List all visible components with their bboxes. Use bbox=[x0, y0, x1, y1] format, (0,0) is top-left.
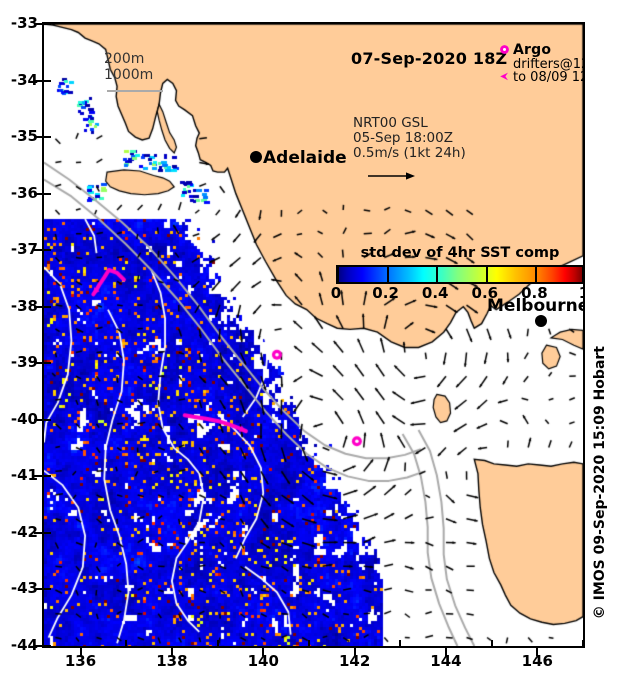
city-label-adelaide: Adelaide bbox=[263, 148, 347, 168]
argo-legend-row-2: drifters@12h bbox=[499, 57, 583, 72]
x-axis-minor-tick-mark bbox=[490, 640, 493, 647]
y-axis-tick-mark bbox=[34, 362, 42, 365]
y-axis-tick-mark bbox=[34, 531, 42, 534]
y-axis-tick-mark bbox=[34, 418, 42, 421]
y-axis-tick-mark bbox=[34, 588, 42, 591]
y-axis-tick-mark-inner bbox=[44, 475, 51, 478]
x-axis-minor-tick-mark bbox=[582, 640, 584, 647]
colorbar: std dev of 4hr SST comp 0 0.2 0.4 0.6 0.8 1 bbox=[331, 245, 583, 306]
argo-legend: Argo drifters@12h to 08/09 12Z bbox=[499, 42, 583, 85]
y-axis-tick-mark-inner bbox=[44, 418, 51, 421]
model-info-block: NRT00 GSL 05-Sep 18:00Z 0.5m/s (1kt 24h) bbox=[353, 115, 466, 162]
colorbar-tick-mark bbox=[337, 264, 339, 284]
scalebar-label-200m: 200m bbox=[104, 51, 145, 67]
y-axis-tick-label: -33 bbox=[10, 14, 38, 32]
colorbar-tick-label: 0.6 bbox=[471, 283, 499, 302]
y-axis-tick-mark-inner bbox=[44, 362, 51, 365]
y-axis-tick-label: -41 bbox=[10, 466, 38, 485]
colorbar-gradient bbox=[336, 264, 583, 284]
y-axis-tick-mark-inner bbox=[44, 588, 51, 591]
y-axis-tick-label: -43 bbox=[10, 579, 38, 598]
x-axis-tick-mark bbox=[170, 648, 173, 656]
argo-legend-line3: to 08/09 12Z bbox=[513, 70, 583, 85]
y-axis-tick-mark bbox=[34, 136, 42, 139]
x-axis-tick-label: 144 bbox=[430, 652, 462, 670]
y-axis-tick-label: -36 bbox=[10, 183, 38, 202]
x-axis-tick-mark bbox=[262, 648, 265, 656]
x-axis-tick-label: 136 bbox=[64, 652, 97, 670]
city-dot-adelaide bbox=[250, 151, 262, 163]
x-axis-minor-tick-mark bbox=[399, 640, 402, 647]
colorbar-tick-mark bbox=[485, 264, 488, 284]
x-axis-tick-label: 146 bbox=[521, 652, 553, 670]
y-axis-tick-mark-inner bbox=[44, 136, 51, 139]
y-axis-tick-label: -40 bbox=[10, 409, 38, 428]
colorbar-title: std dev of 4hr SST comp bbox=[360, 245, 560, 261]
colorbar-tick-label: 0.2 bbox=[372, 283, 399, 302]
x-axis-tick-label: 138 bbox=[156, 652, 188, 670]
argo-legend-line2: drifters@12h bbox=[513, 57, 583, 72]
y-axis-tick-label: -39 bbox=[10, 353, 38, 372]
y-axis-tick-mark bbox=[34, 79, 42, 82]
y-axis-tick-mark-inner bbox=[44, 305, 51, 308]
colorbar-tick-label: 0.4 bbox=[421, 283, 449, 302]
y-axis-tick-label: -42 bbox=[10, 522, 38, 541]
y-axis-tick-label: -34 bbox=[10, 70, 38, 89]
sst-std-dev-heatmap-canvas bbox=[44, 24, 583, 646]
colorbar-tick-mark bbox=[535, 264, 538, 284]
y-axis-tick-mark-inner bbox=[44, 531, 51, 534]
y-axis-tick-mark bbox=[34, 645, 42, 647]
y-axis-tick-mark bbox=[34, 192, 42, 195]
colorbar-tick-label: 1 bbox=[579, 285, 583, 301]
x-axis-minor-tick-mark bbox=[307, 640, 310, 647]
y-axis-tick-mark-inner bbox=[44, 79, 51, 82]
scalebar-label-1000m: 1000m bbox=[104, 66, 154, 83]
bathymetry-scale-legend: 200m 1000m bbox=[104, 51, 154, 83]
x-axis-tick-label: 140 bbox=[247, 652, 279, 670]
y-axis-tick-label: -44 bbox=[10, 636, 38, 654]
colorbar-tick-mark bbox=[386, 264, 389, 284]
colorbar-tick-label: 0.8 bbox=[521, 283, 548, 302]
x-axis-tick-mark bbox=[353, 648, 356, 656]
current-scale-arrow-icon bbox=[368, 172, 415, 180]
model-info-line1: NRT00 GSL bbox=[353, 115, 428, 131]
x-axis-tick-mark bbox=[444, 648, 447, 656]
credit-text: © IMOS 09-Sep-2020 15:09 Hobart bbox=[592, 346, 608, 620]
y-axis-tick-mark bbox=[34, 305, 42, 308]
x-axis-tick-mark bbox=[79, 648, 82, 656]
y-axis-tick-mark bbox=[34, 475, 42, 478]
x-axis-minor-tick-mark bbox=[216, 640, 219, 647]
y-axis-tick-mark-inner bbox=[44, 192, 51, 195]
model-info-line2: 05-Sep 18:00Z bbox=[353, 130, 453, 147]
x-axis-tick-mark bbox=[536, 648, 539, 656]
city-label-melbourne: Melbourne bbox=[487, 296, 585, 316]
y-axis-tick-mark bbox=[34, 23, 42, 25]
y-axis-tick-mark-inner bbox=[44, 249, 51, 252]
x-axis-minor-tick-mark bbox=[125, 640, 128, 647]
y-axis-tick-mark-inner bbox=[44, 23, 51, 25]
map-plot-area[interactable]: 200m 1000m 07-Sep-2020 18Z Argo drifters… bbox=[42, 22, 585, 648]
city-dot-melbourne bbox=[535, 315, 547, 327]
drifter-track-icon bbox=[499, 71, 513, 84]
colorbar-tick-label: 0 bbox=[330, 283, 342, 302]
y-axis-tick-label: -38 bbox=[10, 296, 38, 315]
argo-legend-row-3: to 08/09 12Z bbox=[499, 70, 583, 85]
model-info-line3: 0.5m/s (1kt 24h) bbox=[353, 145, 466, 162]
argo-float-icon bbox=[499, 44, 513, 58]
colorbar-tick-mark bbox=[436, 264, 439, 284]
x-axis-tick-label: 142 bbox=[338, 652, 371, 670]
y-axis-tick-mark-inner bbox=[44, 645, 51, 647]
colorbar-tick-labels: 0 0.2 0.4 0.6 0.8 1 bbox=[331, 283, 583, 306]
y-axis-tick-label: -35 bbox=[10, 127, 38, 146]
argo-legend-title: Argo bbox=[513, 42, 552, 58]
argo-legend-row-title: Argo bbox=[499, 42, 583, 58]
y-axis-tick-mark bbox=[34, 249, 42, 252]
date-stamp: 07-Sep-2020 18Z bbox=[351, 49, 508, 68]
scalebar-line bbox=[107, 90, 163, 92]
y-axis-tick-label: -37 bbox=[10, 240, 38, 259]
